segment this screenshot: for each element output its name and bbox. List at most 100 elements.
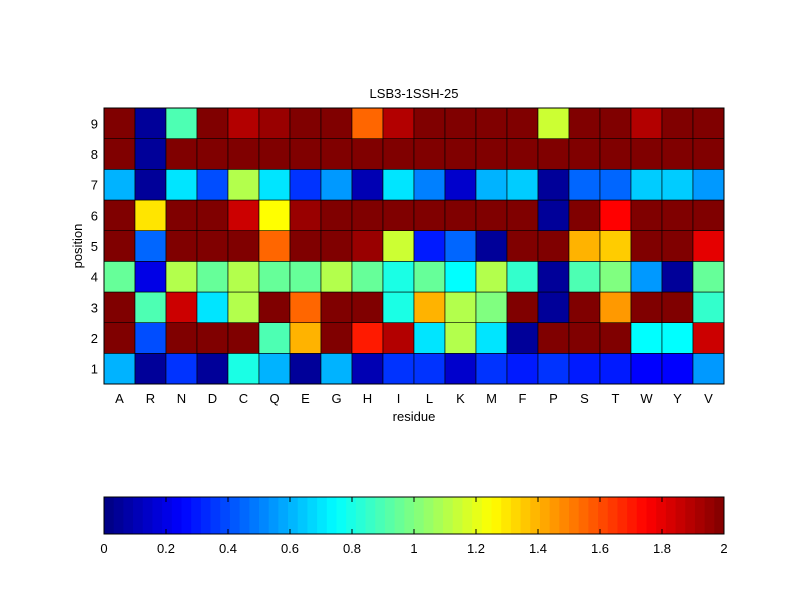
heatmap-cell-A-8 <box>103 138 136 170</box>
heatmap-cell-R-3 <box>134 291 167 323</box>
colorbar-step <box>278 497 289 534</box>
heatmap-cell-I-2 <box>382 322 415 354</box>
heatmap-cell-I-6 <box>382 199 415 231</box>
colorbar-step <box>404 497 415 534</box>
heatmap-cell-Y-1 <box>661 353 694 385</box>
heatmap-cell-E-4 <box>289 261 322 293</box>
colorbar-step <box>384 497 396 534</box>
heatmap-cell-E-6 <box>289 199 322 231</box>
heatmap-cell-L-9 <box>413 107 446 139</box>
heatmap-cell-I-8 <box>382 138 415 170</box>
heatmap-cell-V-2 <box>692 322 725 354</box>
heatmap-cell-L-3 <box>413 291 446 323</box>
heatmap-cell-W-6 <box>630 199 663 231</box>
colorbar-step <box>297 497 308 534</box>
heatmap-cell-Y-5 <box>661 230 694 262</box>
heatmap-cell-Y-6 <box>661 199 694 231</box>
colorbar-step <box>665 497 676 534</box>
colorbar-step <box>588 497 599 534</box>
colorbar-step <box>336 497 347 534</box>
heatmap-cell-F-1 <box>506 353 539 385</box>
heatmap-cell-G-4 <box>320 261 353 293</box>
heatmap-cell-W-3 <box>630 291 663 323</box>
heatmap-cell-S-8 <box>568 138 601 170</box>
colorbar-step <box>239 497 250 534</box>
colorbar-tick-label: 1.2 <box>467 541 485 556</box>
colorbar-step <box>142 497 153 534</box>
colorbar-step <box>259 497 270 534</box>
y-tick-labels: 1 2 3 4 5 6 7 8 9 <box>91 116 98 376</box>
heatmap-cell-M-6 <box>475 199 508 231</box>
heatmap-cell-I-9 <box>382 107 415 139</box>
heatmap-cell-D-4 <box>196 261 229 293</box>
heatmap-cell-A-3 <box>103 291 136 323</box>
heatmap-cell-E-1 <box>289 353 322 385</box>
heatmap-cell-P-1 <box>537 353 570 385</box>
heatmap-cell-W-9 <box>630 107 663 139</box>
heatmap-cell-S-9 <box>568 107 601 139</box>
heatmap-cell-T-5 <box>599 230 632 262</box>
heatmap-cell-V-1 <box>692 353 725 385</box>
heatmap-cell-A-6 <box>103 199 136 231</box>
heatmap-cell-K-7 <box>444 169 477 201</box>
heatmap-cell-S-7 <box>568 169 601 201</box>
heatmap-cell-M-3 <box>475 291 508 323</box>
heatmap-cell-I-1 <box>382 353 415 385</box>
colorbar-step <box>501 497 512 534</box>
heatmap-cell-N-2 <box>165 322 198 354</box>
heatmap-cell-E-9 <box>289 107 322 139</box>
heatmap-cell-P-7 <box>537 169 570 201</box>
heatmap-cell-T-8 <box>599 138 632 170</box>
heatmap-cell-D-1 <box>196 353 229 385</box>
colorbar-step <box>578 497 589 534</box>
x-tick-label: T <box>612 391 620 406</box>
colorbar-step <box>481 497 492 534</box>
heatmap-cells <box>103 107 725 385</box>
colorbar-step <box>704 497 715 534</box>
y-tick-label: 1 <box>91 362 98 377</box>
heatmap-cell-V-8 <box>692 138 725 170</box>
x-tick-label: D <box>208 391 217 406</box>
heatmap-cell-R-1 <box>134 353 167 385</box>
colorbar-tick-label: 1 <box>410 541 417 556</box>
heatmap-cell-P-6 <box>537 199 570 231</box>
colorbar-step <box>656 497 667 534</box>
colorbar-step <box>462 497 473 534</box>
heatmap-cell-C-3 <box>227 291 260 323</box>
y-tick-label: 9 <box>91 116 98 131</box>
heatmap-cell-W-1 <box>630 353 663 385</box>
x-tick-label: I <box>397 391 401 406</box>
colorbar-step <box>694 497 706 534</box>
heatmap-cell-M-4 <box>475 261 508 293</box>
heatmap-cell-G-9 <box>320 107 353 139</box>
heatmap-cell-N-1 <box>165 353 198 385</box>
heatmap-cell-F-3 <box>506 291 539 323</box>
heatmap-cell-G-3 <box>320 291 353 323</box>
x-tick-label: G <box>331 391 341 406</box>
colorbar-step <box>133 497 144 534</box>
colorbar-step <box>549 497 560 534</box>
heatmap-cell-M-9 <box>475 107 508 139</box>
heatmap-cell-K-6 <box>444 199 477 231</box>
heatmap-cell-D-9 <box>196 107 229 139</box>
x-tick-label: Y <box>673 391 682 406</box>
heatmap-cell-F-4 <box>506 261 539 293</box>
heatmap-cell-Y-7 <box>661 169 694 201</box>
heatmap-cell-R-7 <box>134 169 167 201</box>
heatmap-cell-G-1 <box>320 353 353 385</box>
heatmap-cell-Y-3 <box>661 291 694 323</box>
colorbar-step <box>443 497 454 534</box>
x-tick-label: K <box>456 391 465 406</box>
heatmap-cell-L-1 <box>413 353 446 385</box>
colorbar-step <box>530 497 541 534</box>
colorbar-step <box>569 497 580 534</box>
heatmap-cell-V-9 <box>692 107 725 139</box>
colorbar-step <box>627 497 638 534</box>
colorbar-tick-label: 0.8 <box>343 541 361 556</box>
heatmap-cell-G-6 <box>320 199 353 231</box>
heatmap-cell-C-8 <box>227 138 260 170</box>
colorbar <box>104 497 725 534</box>
heatmap-cell-N-8 <box>165 138 198 170</box>
heatmap-cell-F-9 <box>506 107 539 139</box>
heatmap-cell-D-3 <box>196 291 229 323</box>
